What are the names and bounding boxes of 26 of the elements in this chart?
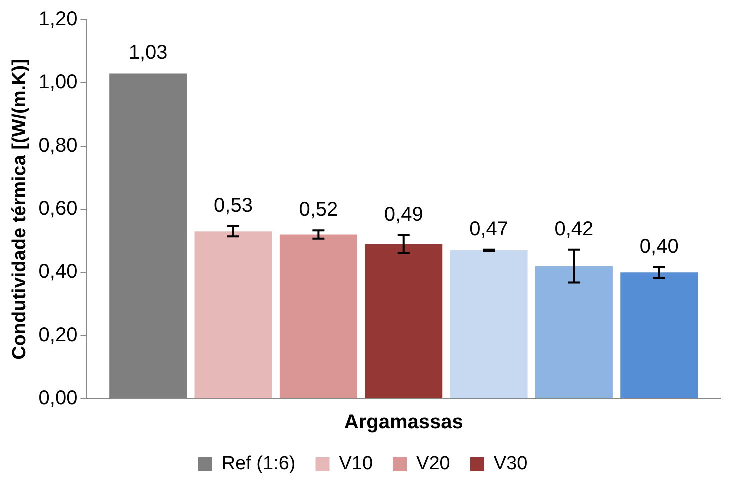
- bar: [535, 266, 613, 398]
- bar: [450, 250, 528, 398]
- x-axis-title: Argamassas: [344, 412, 464, 434]
- legend-label: V10: [339, 454, 374, 475]
- bar: [365, 244, 443, 398]
- y-tick-label: 1,00: [38, 72, 78, 94]
- data-label: 0,53: [214, 195, 253, 218]
- y-axis-title: Condutividade térmica [(W/(m.K)]: [10, 59, 31, 360]
- y-tick-label: 0,00: [38, 388, 78, 410]
- data-label: 1,03: [128, 42, 168, 64]
- bar: [194, 232, 272, 398]
- legend-label: V30: [494, 454, 528, 475]
- bar: [620, 272, 698, 398]
- data-label: 0,49: [384, 204, 424, 226]
- legend-label: Ref (1:6): [222, 454, 296, 475]
- y-tick-label: 0,20: [38, 324, 78, 346]
- y-tick-label: 1,20: [38, 8, 78, 31]
- data-label: 0,47: [470, 218, 509, 240]
- data-label: 0,52: [299, 199, 338, 222]
- y-tick-label: 0,80: [38, 134, 78, 157]
- y-tick-label: 0,60: [38, 198, 78, 220]
- legend-label: V20: [416, 454, 450, 475]
- y-tick-label: 0,40: [38, 261, 78, 284]
- data-label: 0,40: [640, 236, 679, 258]
- bar: [280, 234, 358, 398]
- data-label: 0,42: [554, 218, 594, 240]
